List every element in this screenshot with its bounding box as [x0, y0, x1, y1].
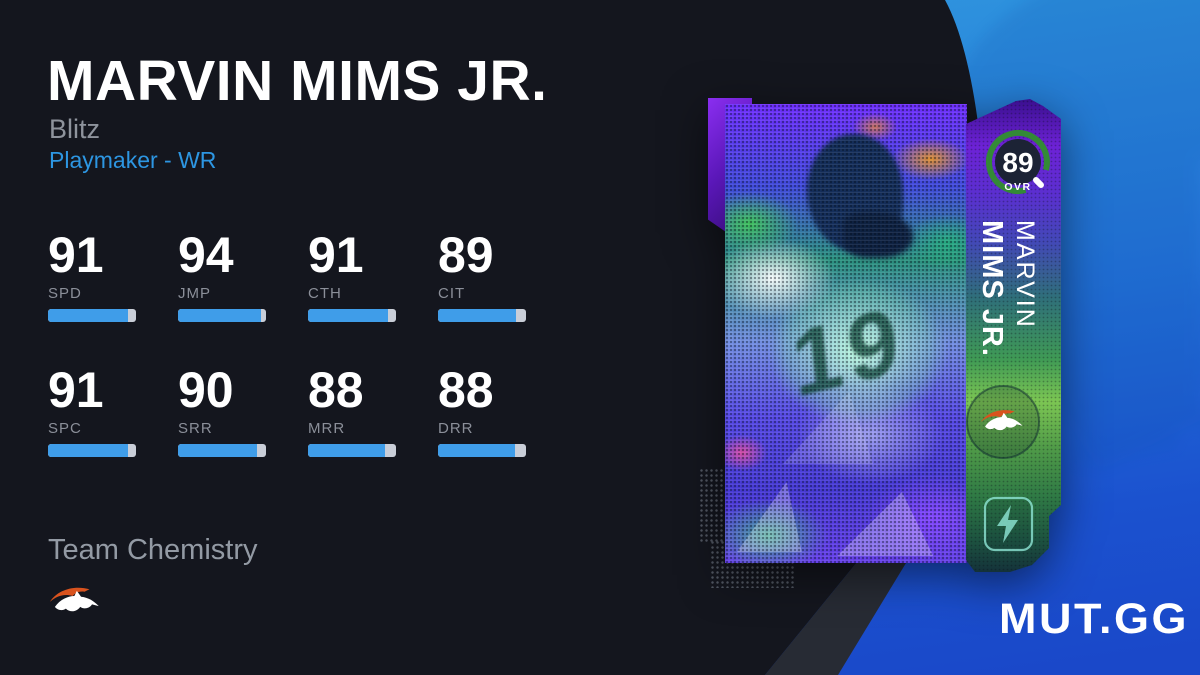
stat-value: 89: [438, 227, 494, 283]
stat-mrr: 88 MRR: [308, 363, 428, 457]
stat-drr: 88 DRR: [438, 363, 558, 457]
player-card: 19: [706, 88, 1066, 588]
stat-cth: 91 CTH: [308, 228, 428, 322]
stat-bar: [178, 309, 266, 322]
ovr-label: OVR: [1004, 181, 1031, 193]
stat-value: 88: [308, 362, 364, 418]
card-side-strip: 89 OVR: [966, 99, 1061, 572]
stat-abbr: SRR: [178, 420, 213, 437]
halftone-overlay: [725, 104, 967, 563]
stat-bar: [48, 309, 136, 322]
mutgg-logo: MUT.GG: [999, 594, 1189, 643]
card-last-name: MIMS JR.: [976, 220, 1008, 357]
card-first-name: MARVIN: [1011, 220, 1039, 329]
stat-abbr: DRR: [438, 420, 474, 437]
motion-streaks-overlay: [725, 104, 967, 563]
stat-value: 91: [48, 227, 104, 283]
stat-value: 88: [438, 362, 494, 418]
stat-abbr: CIT: [438, 285, 466, 302]
stat-spc: 91 SPC: [48, 363, 168, 457]
ovr-badge: 89 OVR: [986, 130, 1050, 194]
stat-cit: 89 CIT: [438, 228, 558, 322]
stat-value: 91: [308, 227, 364, 283]
team-chemistry-label: Team Chemistry: [48, 534, 258, 566]
ovr-ring-tick: [1033, 177, 1044, 188]
broncos-logo-icon: [49, 584, 103, 623]
stat-bar: [438, 309, 526, 322]
stat-bar: [308, 444, 396, 457]
stat-jmp: 94 JMP: [178, 228, 298, 322]
card-team-logo: [966, 385, 1040, 459]
stat-bar: [438, 444, 526, 457]
stat-abbr: JMP: [178, 285, 211, 302]
stat-abbr: CTH: [308, 285, 342, 302]
stat-srr: 90 SRR: [178, 363, 298, 457]
gray-wedge-shadow: [765, 540, 920, 675]
stat-value: 90: [178, 362, 234, 418]
page-title: MARVIN MIMS JR.: [47, 49, 548, 113]
stat-abbr: SPD: [48, 285, 82, 302]
card-player-art: 19: [725, 104, 967, 563]
card-player-name: MARVIN MIMS JR.: [974, 220, 1040, 440]
stat-bar: [48, 444, 136, 457]
stat-value: 94: [178, 227, 234, 283]
stat-spd: 91 SPD: [48, 228, 168, 322]
stat-abbr: MRR: [308, 420, 346, 437]
program-name: Blitz: [49, 114, 101, 144]
stat-bar: [308, 309, 396, 322]
stat-value: 91: [48, 362, 104, 418]
blitz-lightning-icon: [983, 496, 1034, 552]
archetype-position: Playmaker - WR: [49, 147, 217, 173]
ovr-value: 89: [1002, 147, 1033, 178]
facemask-silhouette: [843, 212, 913, 258]
stat-abbr: SPC: [48, 420, 82, 437]
stat-bar: [178, 444, 266, 457]
